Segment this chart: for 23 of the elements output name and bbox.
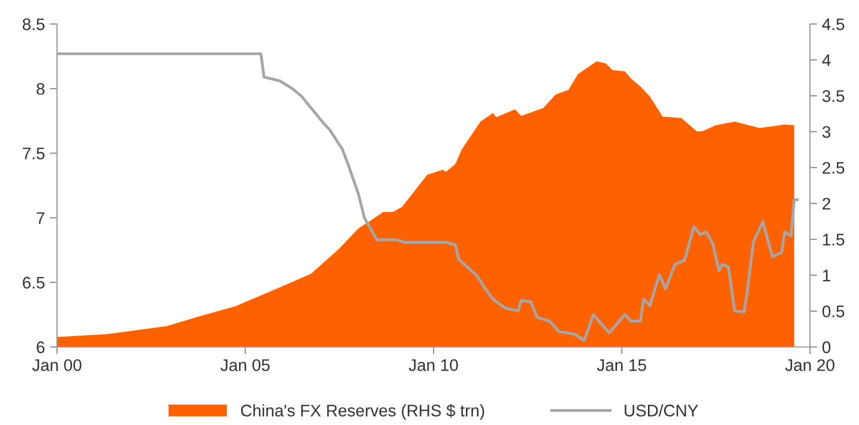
x-tick-label: Jan 20 — [785, 359, 834, 372]
legend-label: USD/CNY — [624, 404, 698, 416]
y2-tick-label: 1 — [823, 270, 830, 282]
x-tick-label: Jan 00 — [32, 359, 82, 372]
y2-tick-label: 1.5 — [823, 234, 844, 246]
y2-tick-label: 4.5 — [822, 18, 844, 30]
y2-tick-label: 2 — [822, 198, 830, 210]
y-tick-label: 6.5 — [22, 276, 44, 289]
legend-label: China's FX Reserves (RHS $ trn) — [241, 404, 484, 420]
y2-tick-label: 2.5 — [822, 162, 844, 174]
x-tick-label: Jan 15 — [597, 359, 646, 372]
x-tick-label: Jan 05 — [220, 359, 270, 372]
y2-tick-label: 4 — [822, 54, 831, 66]
y2-tick-label: 0 — [822, 341, 830, 354]
y-tick-label: 8.5 — [22, 18, 44, 30]
y-tick-label: 7 — [36, 212, 44, 224]
y2-tick-label: 3 — [822, 126, 830, 138]
y-tick-label: 6 — [36, 341, 44, 354]
x-tick-label: Jan 10 — [408, 359, 458, 372]
y-tick-label: 8 — [36, 83, 44, 95]
y-tick-label: 7.5 — [22, 148, 44, 160]
y2-tick-label: 0.5 — [822, 306, 844, 318]
y2-tick-label: 3.5 — [822, 90, 844, 102]
